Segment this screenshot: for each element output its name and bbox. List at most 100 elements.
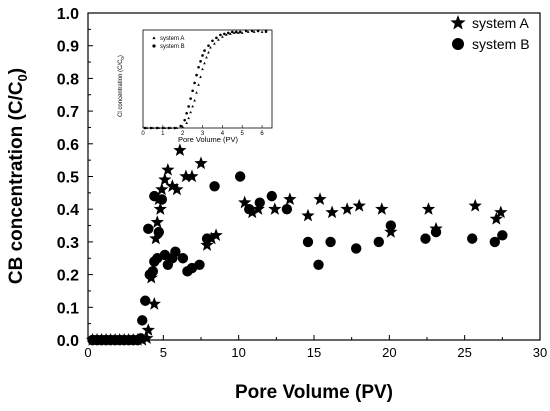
x-tick-label: 25 (457, 345, 471, 360)
data-point-system-b (254, 197, 265, 208)
data-point-system-b (135, 333, 146, 344)
data-point-system-a (352, 198, 366, 212)
inset-data-point-system-a (189, 110, 192, 114)
inset-data-point-system-b (215, 36, 218, 40)
main-y-axis-label-close: ) (6, 68, 27, 74)
data-point-system-b (156, 194, 168, 205)
inset-legend-circle-icon (152, 44, 156, 48)
y-tick-label: 0.8 (57, 71, 79, 88)
inset-x-tick-label: 2 (181, 131, 185, 137)
inset-data-point-system-a (185, 121, 189, 124)
inset-legend-triangle-icon (152, 36, 156, 40)
data-point-system-b (420, 233, 431, 244)
inset-data-point-system-b (191, 89, 194, 93)
inset-legend-circle-marker (152, 44, 156, 48)
data-point-system-b (147, 266, 158, 277)
inset-data-point-system-b (185, 112, 188, 115)
inset-data-point-system-b (149, 126, 153, 130)
inset-x-tick-label: 4 (221, 131, 225, 137)
data-point-system-b (140, 295, 151, 306)
inset-data-point-system-a (203, 61, 206, 65)
data-point-system-b (209, 181, 220, 192)
data-point-system-a (238, 195, 252, 209)
legend-star-icon (450, 15, 466, 30)
data-point-system-b (467, 233, 478, 244)
inset-y-axis-label: Cl concentration (C/C0) (118, 55, 125, 117)
data-point-system-b (350, 243, 362, 254)
main-y-axis: 0.0 0.1 0.2 0.3 0.4 0.5 0.6 0.7 0.8 0.9 1.0 (57, 6, 93, 350)
x-tick-label: 30 (533, 345, 547, 360)
inset-x-tick-label: 6 (260, 131, 264, 137)
legend-circle-marker (452, 38, 464, 50)
data-point-system-a (150, 215, 164, 228)
data-point-system-a (301, 208, 315, 222)
inset-data-point-system-b (143, 126, 147, 130)
inset-legend-label-system-a: system A (160, 36, 184, 42)
inset-data-point-system-b (189, 97, 192, 100)
data-point-system-a (141, 323, 155, 336)
data-point-system-b (325, 236, 336, 248)
inset-legend-triangle-marker (152, 36, 156, 40)
data-point-system-b (177, 253, 189, 264)
main-x-axis-label: Pore Volume (PV) (235, 382, 393, 403)
data-point-system-a (147, 297, 161, 310)
y-tick-label: 0.9 (57, 39, 79, 56)
inset-data-point-system-a (201, 67, 204, 71)
inset-data-point-system-b (231, 30, 234, 34)
x-tick-label: 5 (160, 345, 167, 360)
inset-x-tick-label: 3 (201, 131, 205, 137)
main-y-axis-label-main: CB concentration (C/C (6, 81, 27, 284)
inset-data-point-system-a (225, 33, 228, 36)
inset-data-point-system-b (173, 126, 177, 130)
inset-y-axis-label-sub: 0 (120, 57, 125, 60)
inset-data-point-system-b (203, 49, 206, 52)
inset-data-point-system-a (213, 42, 216, 45)
data-point-system-b (489, 236, 500, 248)
legend-star-marker (450, 15, 466, 30)
main-y-axis-label: CB concentration (C/C0) (6, 68, 30, 284)
data-point-system-a (494, 205, 508, 219)
data-point-system-a (158, 172, 172, 186)
inset-x-tick-label: 1 (161, 131, 165, 137)
inset-data-point-system-a (169, 126, 173, 129)
inset-data-point-system-b (219, 33, 222, 37)
inset-x-tick-label: 0 (141, 131, 145, 137)
inset-data-point-system-b (244, 29, 248, 33)
main-chart: 0 5 10 15 20 25 30 0.00.10.20.30.40.50.60.70.8… (6, 6, 547, 403)
inset-data-point-system-a (207, 51, 210, 54)
inset-data-point-system-b (223, 32, 226, 36)
data-point-system-b (170, 246, 181, 257)
inset-data-point-system-b (227, 31, 230, 35)
inset-data-point-system-a (236, 31, 240, 34)
inset-data-point-system-a (199, 75, 202, 78)
inset-data-point-system-b (167, 126, 171, 130)
data-point-system-b (143, 223, 154, 235)
inset-x-axis: 0 1 2 3 4 5 6 (141, 125, 264, 137)
inset-data-point-system-a (195, 91, 198, 94)
inset-data-point-system-a (221, 35, 224, 38)
inset-data-point-system-b (199, 60, 202, 63)
y-tick-label: 0.0 (57, 333, 79, 350)
inset-data-point-system-b (250, 29, 254, 33)
y-tick-label: 0.5 (57, 170, 79, 187)
y-tick-label: 0.2 (57, 268, 79, 285)
data-point-system-a (421, 202, 436, 215)
main-data-points (85, 143, 508, 346)
x-tick-label: 10 (231, 345, 245, 360)
inset-data-point-system-a (145, 126, 149, 129)
inset-x-axis-label: Pore Volume (PV) (178, 135, 239, 144)
data-point-system-a (375, 202, 389, 215)
inset-y-axis-label-close: ) (118, 55, 124, 57)
y-tick-label: 0.6 (57, 137, 79, 154)
inset-data-point-system-a (217, 38, 220, 41)
main-x-axis: 0 5 10 15 20 25 30 (84, 335, 547, 360)
data-point-system-a (251, 202, 265, 215)
inset-x-tick-label: 5 (241, 131, 245, 137)
data-point-system-b (244, 204, 255, 215)
data-point-system-a (170, 182, 184, 196)
data-point-system-a (489, 212, 503, 225)
data-point-system-b (234, 171, 246, 182)
data-point-system-a (384, 225, 398, 238)
inset-legend: system A system B (152, 36, 185, 50)
